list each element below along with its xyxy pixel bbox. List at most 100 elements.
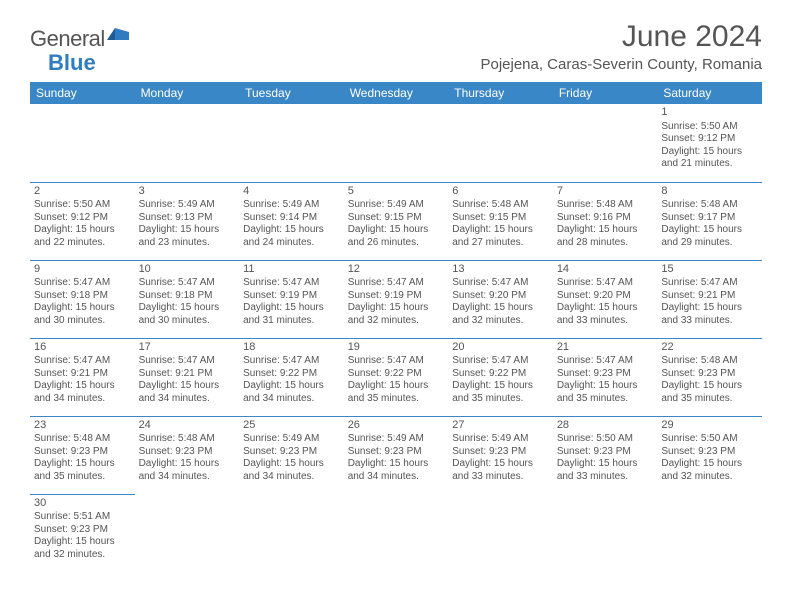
calendar-day-cell: [239, 104, 344, 182]
day-info-line: Sunset: 9:16 PM: [557, 212, 654, 225]
day-info-line: Sunset: 9:23 PM: [557, 446, 654, 459]
day-info-line: Daylight: 15 hours: [661, 458, 758, 471]
day-number: 2: [34, 185, 131, 199]
day-number: 3: [139, 185, 236, 199]
location-subtitle: Pojejena, Caras-Severin County, Romania: [480, 56, 762, 73]
calendar-day-cell: 29Sunrise: 5:50 AMSunset: 9:23 PMDayligh…: [657, 416, 762, 494]
day-info-line: Sunset: 9:23 PM: [34, 524, 131, 537]
day-info-line: and 24 minutes.: [243, 237, 340, 250]
day-number: 12: [348, 263, 445, 277]
day-info-line: Sunrise: 5:47 AM: [557, 355, 654, 368]
logo-blue-text: Blue: [48, 50, 131, 76]
day-info-line: and 23 minutes.: [139, 237, 236, 250]
calendar-day-cell: 24Sunrise: 5:48 AMSunset: 9:23 PMDayligh…: [135, 416, 240, 494]
calendar-day-cell: [448, 494, 553, 572]
day-number: 4: [243, 185, 340, 199]
calendar-day-cell: 22Sunrise: 5:48 AMSunset: 9:23 PMDayligh…: [657, 338, 762, 416]
day-info-line: Sunset: 9:23 PM: [557, 368, 654, 381]
day-info-line: Sunset: 9:18 PM: [34, 290, 131, 303]
weekday-header: Wednesday: [344, 82, 449, 104]
calendar-day-cell: 12Sunrise: 5:47 AMSunset: 9:19 PMDayligh…: [344, 260, 449, 338]
day-info-line: Sunrise: 5:48 AM: [139, 433, 236, 446]
day-info-line: Daylight: 15 hours: [34, 380, 131, 393]
day-info-line: and 29 minutes.: [661, 237, 758, 250]
day-number: 17: [139, 341, 236, 355]
day-info-line: Sunrise: 5:49 AM: [243, 199, 340, 212]
day-info-line: Daylight: 15 hours: [139, 224, 236, 237]
day-number: 19: [348, 341, 445, 355]
day-info-line: Daylight: 15 hours: [34, 536, 131, 549]
day-info-line: Sunset: 9:15 PM: [348, 212, 445, 225]
day-info-line: Sunrise: 5:49 AM: [348, 199, 445, 212]
day-number: 7: [557, 185, 654, 199]
calendar-day-cell: 8Sunrise: 5:48 AMSunset: 9:17 PMDaylight…: [657, 182, 762, 260]
day-info-line: Daylight: 15 hours: [243, 224, 340, 237]
day-info-line: Sunrise: 5:49 AM: [243, 433, 340, 446]
day-info-line: Sunrise: 5:47 AM: [348, 355, 445, 368]
day-info-line: Daylight: 15 hours: [348, 458, 445, 471]
calendar-day-cell: [135, 494, 240, 572]
calendar-day-cell: 27Sunrise: 5:49 AMSunset: 9:23 PMDayligh…: [448, 416, 553, 494]
day-info-line: Daylight: 15 hours: [661, 224, 758, 237]
day-info-line: Sunrise: 5:47 AM: [243, 277, 340, 290]
day-info-line: Sunset: 9:15 PM: [452, 212, 549, 225]
day-info-line: Sunset: 9:21 PM: [661, 290, 758, 303]
day-info-line: and 31 minutes.: [243, 315, 340, 328]
calendar-day-cell: [344, 494, 449, 572]
calendar-week-row: 9Sunrise: 5:47 AMSunset: 9:18 PMDaylight…: [30, 260, 762, 338]
day-number: 29: [661, 419, 758, 433]
day-info-line: Sunset: 9:23 PM: [661, 368, 758, 381]
page-title: June 2024: [480, 20, 762, 54]
calendar-day-cell: 7Sunrise: 5:48 AMSunset: 9:16 PMDaylight…: [553, 182, 658, 260]
day-number: 20: [452, 341, 549, 355]
day-number: 6: [452, 185, 549, 199]
calendar-week-row: 23Sunrise: 5:48 AMSunset: 9:23 PMDayligh…: [30, 416, 762, 494]
day-info-line: Daylight: 15 hours: [348, 302, 445, 315]
day-info-line: and 35 minutes.: [34, 471, 131, 484]
day-info-line: Daylight: 15 hours: [243, 380, 340, 393]
calendar-day-cell: [239, 494, 344, 572]
day-info-line: Sunset: 9:19 PM: [243, 290, 340, 303]
day-info-line: Sunrise: 5:47 AM: [139, 355, 236, 368]
day-info-line: Daylight: 15 hours: [34, 224, 131, 237]
day-info-line: Sunrise: 5:48 AM: [452, 199, 549, 212]
calendar-day-cell: 14Sunrise: 5:47 AMSunset: 9:20 PMDayligh…: [553, 260, 658, 338]
day-info-line: Sunrise: 5:50 AM: [661, 433, 758, 446]
day-info-line: Daylight: 15 hours: [348, 380, 445, 393]
day-info-line: and 26 minutes.: [348, 237, 445, 250]
day-info-line: Daylight: 15 hours: [452, 458, 549, 471]
calendar-day-cell: 17Sunrise: 5:47 AMSunset: 9:21 PMDayligh…: [135, 338, 240, 416]
weekday-header: Tuesday: [239, 82, 344, 104]
day-info-line: Sunrise: 5:48 AM: [661, 355, 758, 368]
day-number: 21: [557, 341, 654, 355]
day-info-line: Daylight: 15 hours: [661, 302, 758, 315]
day-info-line: Sunset: 9:20 PM: [557, 290, 654, 303]
calendar-day-cell: 9Sunrise: 5:47 AMSunset: 9:18 PMDaylight…: [30, 260, 135, 338]
day-info-line: and 33 minutes.: [661, 315, 758, 328]
day-number: 27: [452, 419, 549, 433]
calendar-day-cell: 3Sunrise: 5:49 AMSunset: 9:13 PMDaylight…: [135, 182, 240, 260]
day-info-line: Sunrise: 5:47 AM: [243, 355, 340, 368]
day-info-line: Daylight: 15 hours: [139, 458, 236, 471]
day-info-line: Sunset: 9:18 PM: [139, 290, 236, 303]
day-number: 26: [348, 419, 445, 433]
calendar-day-cell: [135, 104, 240, 182]
weekday-header: Monday: [135, 82, 240, 104]
day-info-line: Daylight: 15 hours: [139, 302, 236, 315]
day-info-line: Sunset: 9:12 PM: [34, 212, 131, 225]
day-info-line: Sunset: 9:22 PM: [243, 368, 340, 381]
day-info-line: and 34 minutes.: [139, 393, 236, 406]
calendar-day-cell: 13Sunrise: 5:47 AMSunset: 9:20 PMDayligh…: [448, 260, 553, 338]
day-info-line: and 32 minutes.: [34, 549, 131, 562]
day-info-line: Sunset: 9:20 PM: [452, 290, 549, 303]
calendar-week-row: 2Sunrise: 5:50 AMSunset: 9:12 PMDaylight…: [30, 182, 762, 260]
day-info-line: Sunrise: 5:50 AM: [557, 433, 654, 446]
day-number: 13: [452, 263, 549, 277]
day-info-line: and 34 minutes.: [348, 471, 445, 484]
day-info-line: Sunset: 9:22 PM: [452, 368, 549, 381]
weekday-header: Sunday: [30, 82, 135, 104]
day-info-line: Sunset: 9:23 PM: [34, 446, 131, 459]
day-number: 22: [661, 341, 758, 355]
day-number: 8: [661, 185, 758, 199]
day-info-line: Daylight: 15 hours: [661, 380, 758, 393]
